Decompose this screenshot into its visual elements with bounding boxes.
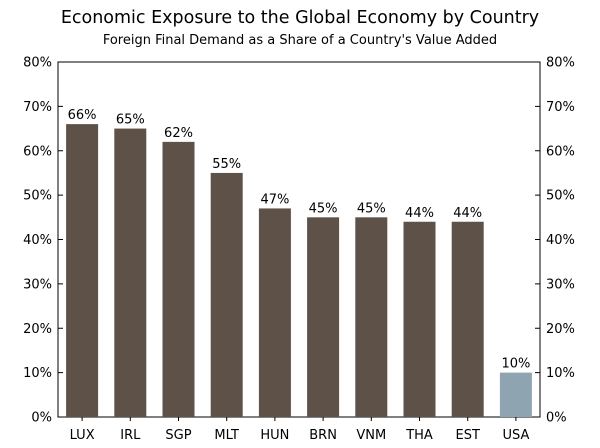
data-label: 10% — [501, 357, 530, 372]
y-tick-label-right: 50% — [546, 189, 575, 204]
y-tick-label-right: 80% — [546, 56, 575, 71]
data-label: 66% — [68, 108, 97, 123]
y-tick-label-right: 10% — [546, 366, 575, 381]
x-tick-label: HUN — [260, 428, 289, 443]
chart-subtitle: Foreign Final Demand as a Share of a Cou… — [102, 33, 498, 48]
y-tick-label-left: 60% — [23, 144, 52, 159]
y-tick-label-left: 20% — [23, 322, 52, 337]
x-tick-label: SGP — [165, 428, 191, 443]
y-tick-label-left: 70% — [23, 100, 52, 115]
data-label: 62% — [164, 126, 193, 141]
y-tick-label-right: 40% — [546, 233, 575, 248]
bar — [258, 208, 291, 417]
bar — [499, 372, 532, 417]
y-tick-label-left: 0% — [31, 411, 52, 426]
y-tick-label-right: 20% — [546, 322, 575, 337]
x-tick-label: IRL — [120, 428, 141, 443]
x-tick-label: THA — [405, 428, 433, 443]
bar — [66, 124, 99, 417]
x-tick-label: LUX — [70, 428, 95, 443]
y-tick-label-right: 0% — [546, 411, 567, 426]
data-label: 47% — [260, 192, 289, 207]
data-label: 45% — [309, 201, 338, 216]
bar — [355, 217, 388, 417]
x-tick-label: BRN — [309, 428, 337, 443]
data-label: 44% — [453, 206, 482, 221]
bar — [451, 221, 484, 417]
bar — [307, 217, 340, 417]
bar — [162, 141, 195, 417]
y-tick-label-left: 80% — [23, 56, 52, 71]
bar — [403, 221, 436, 417]
x-tick-label: VNM — [356, 428, 386, 443]
bar — [114, 128, 147, 417]
chart-title: Economic Exposure to the Global Economy … — [60, 8, 540, 28]
data-label: 65% — [116, 113, 145, 128]
data-label: 45% — [357, 201, 386, 216]
bar — [210, 172, 243, 417]
x-tick-label: USA — [502, 428, 529, 443]
y-tick-label-right: 60% — [546, 144, 575, 159]
y-tick-label-left: 50% — [23, 189, 52, 204]
data-label: 55% — [212, 157, 241, 172]
y-tick-label-left: 30% — [23, 277, 52, 292]
data-label: 44% — [405, 206, 434, 221]
y-tick-label-left: 40% — [23, 233, 52, 248]
y-tick-label-right: 30% — [546, 277, 575, 292]
x-tick-label: MLT — [214, 428, 239, 443]
y-tick-label-right: 70% — [546, 100, 575, 115]
y-tick-label-left: 10% — [23, 366, 52, 381]
x-tick-label: EST — [455, 428, 479, 443]
